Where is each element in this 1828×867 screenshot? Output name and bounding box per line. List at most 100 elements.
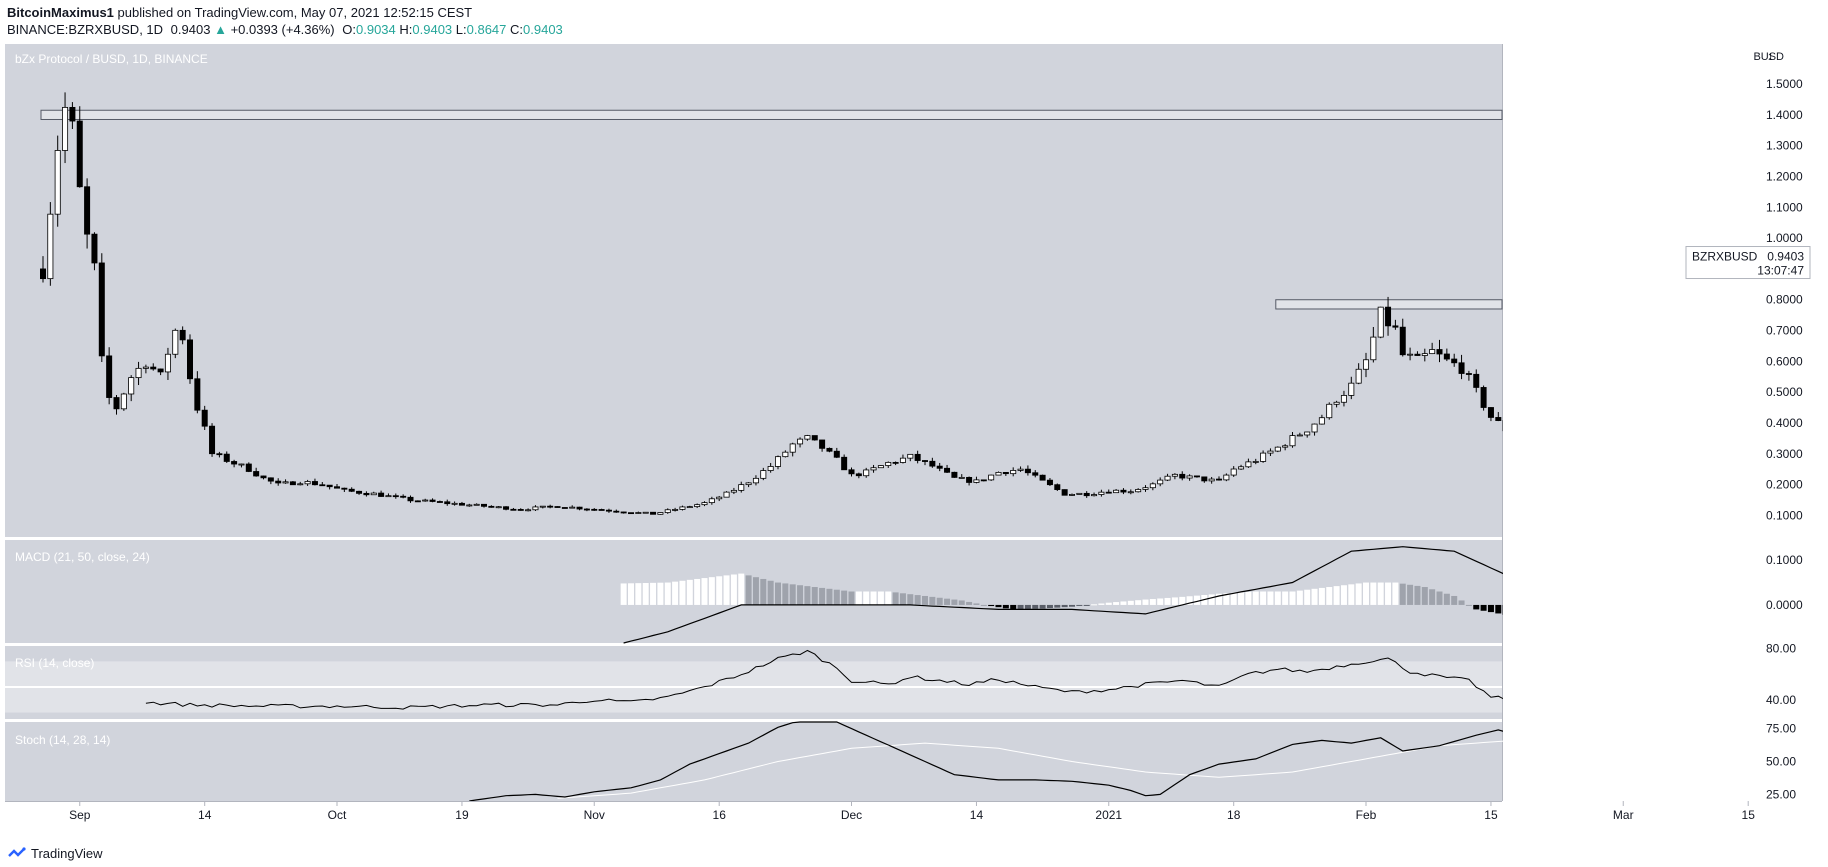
candle-body: [201, 409, 208, 427]
candle: [1046, 478, 1053, 487]
candle-body: [922, 460, 929, 462]
candle: [1304, 431, 1311, 438]
time-tick-label: 14: [198, 808, 212, 822]
candle-body: [752, 477, 759, 484]
candle-body: [885, 461, 892, 466]
macd-histogram-bar: [686, 579, 693, 605]
candle: [282, 479, 289, 484]
candle: [848, 467, 855, 477]
macd-histogram-bar: [1120, 601, 1127, 605]
rsi-line: [145, 649, 1828, 710]
macd-histogram-bar: [760, 578, 767, 605]
price-tick-label: 1.2000: [1766, 169, 1803, 183]
candle-body: [944, 467, 951, 473]
macd-histogram-bar: [1083, 604, 1090, 606]
candle: [1333, 400, 1340, 408]
published-text: published on TradingView.com, May 07, 20…: [113, 5, 473, 20]
candle: [1399, 318, 1406, 357]
candle-body: [1105, 491, 1112, 494]
candle-body: [995, 471, 1002, 476]
time-tick-label: 18: [1227, 808, 1241, 822]
time-tick-label: 2021: [1095, 808, 1122, 822]
candle: [1223, 473, 1230, 482]
candle: [245, 462, 252, 473]
footer-brand[interactable]: TradingView: [8, 846, 103, 861]
candle-body: [892, 461, 899, 464]
candle: [995, 471, 1002, 476]
candle-body: [782, 451, 789, 458]
macd-histogram-bar: [1032, 604, 1039, 609]
candle-body: [1091, 494, 1098, 497]
candle-body: [1076, 492, 1083, 495]
macd-histogram-bar: [855, 591, 862, 605]
candle-body: [370, 492, 377, 496]
candle-body: [657, 512, 664, 515]
candle-body: [1127, 491, 1134, 494]
candle: [407, 495, 414, 503]
candle: [775, 455, 782, 470]
candle: [1105, 489, 1112, 494]
candle: [547, 504, 554, 509]
candle: [855, 472, 862, 479]
candle: [1414, 351, 1421, 356]
stoch-tick-label: 25.00: [1766, 787, 1796, 801]
candle-body: [238, 463, 245, 466]
macd-histogram-bar: [1149, 599, 1156, 605]
author-name[interactable]: BitcoinMaximus1: [7, 5, 114, 20]
candle: [304, 479, 311, 486]
candle: [157, 368, 164, 376]
candle: [767, 462, 774, 473]
candle: [1480, 385, 1487, 411]
candle-body: [620, 511, 627, 514]
candle-body: [289, 481, 296, 486]
candle-body: [1480, 387, 1487, 408]
candle: [554, 506, 561, 508]
price-label-countdown: 13:07:47: [1757, 264, 1804, 278]
candle-body: [1429, 349, 1436, 355]
candle-body: [245, 463, 252, 472]
candle: [752, 475, 759, 486]
candle: [458, 501, 465, 506]
main-pane-title: bZx Protocol / BUSD, 1D, BINANCE: [15, 52, 208, 66]
time-tick-label: Oct: [328, 808, 347, 822]
candle: [1069, 493, 1076, 496]
candle: [988, 474, 995, 481]
candle-body: [267, 477, 274, 482]
macd-histogram-bar: [708, 577, 715, 605]
macd-histogram-bar: [1348, 584, 1355, 605]
candle-body: [716, 496, 723, 500]
candle: [1252, 458, 1259, 465]
candle: [370, 491, 377, 496]
publish-line: BitcoinMaximus1 published on TradingView…: [7, 5, 472, 20]
candle: [1113, 489, 1120, 494]
macd-histogram-bar: [958, 600, 965, 605]
macd-histogram-bar: [1304, 589, 1311, 605]
open-label: O:: [342, 22, 356, 37]
candle-body: [62, 106, 69, 151]
macd-histogram-bar: [1054, 604, 1061, 608]
macd-histogram-bar: [1495, 604, 1502, 614]
macd-histogram-bar: [1046, 604, 1053, 609]
candle: [400, 494, 407, 499]
macd-histogram-bar: [1017, 604, 1024, 610]
candle-body: [1407, 353, 1414, 356]
macd-histogram-bar: [1274, 591, 1281, 605]
candle-body: [1230, 468, 1237, 476]
candle: [179, 326, 186, 345]
macd-histogram-bar: [1392, 582, 1399, 605]
candle: [679, 505, 686, 511]
candle: [1039, 474, 1046, 481]
price-label-symbol: BZRXBUSD: [1692, 250, 1758, 264]
candle-body: [451, 502, 458, 505]
candle-body: [1318, 417, 1325, 425]
candle-body: [613, 510, 620, 513]
stoch-label: Stoch (14, 28, 14): [15, 733, 111, 747]
candle-body: [510, 508, 517, 511]
candle: [826, 447, 833, 453]
macd-histogram-bar: [870, 591, 877, 605]
macd-histogram-bar: [1113, 602, 1120, 605]
candle-body: [1473, 373, 1480, 388]
macd-tick-label: 0.1000: [1766, 553, 1803, 567]
candle-body: [1186, 475, 1193, 479]
